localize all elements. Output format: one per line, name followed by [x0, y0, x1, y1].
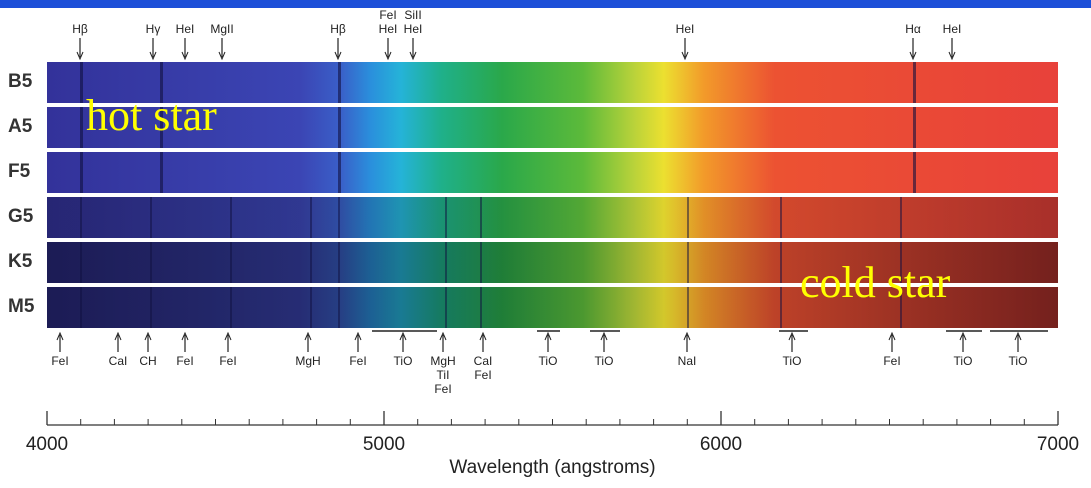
line-label: Hβ — [72, 22, 88, 36]
absorption — [687, 242, 689, 283]
separator — [47, 238, 1058, 242]
class-label: K5 — [8, 251, 33, 272]
absorption — [230, 197, 232, 238]
line-label: FeI — [379, 8, 396, 22]
absorption — [150, 197, 152, 238]
absorption — [80, 287, 82, 328]
absorption — [900, 197, 902, 238]
class-label: M5 — [8, 296, 35, 317]
line-label: MgH — [295, 354, 320, 368]
absorption — [150, 287, 152, 328]
absorption — [780, 197, 782, 238]
line-label: NaI — [678, 354, 697, 368]
line-label: FeI — [883, 354, 900, 368]
class-label: G5 — [8, 206, 34, 227]
line-label: HeI — [176, 22, 195, 36]
line-label: TiO — [1009, 354, 1028, 368]
class-label: A5 — [8, 116, 33, 137]
tick-label: 4000 — [26, 434, 68, 455]
absorption — [338, 152, 341, 193]
absorption — [780, 287, 782, 328]
absorption — [480, 242, 482, 283]
line-label: HeI — [379, 22, 398, 36]
cold-label: cold star — [800, 258, 951, 307]
tick-label: 5000 — [363, 434, 405, 455]
line-label: HeI — [943, 22, 962, 36]
absorption — [338, 242, 340, 283]
line-label: TiO — [394, 354, 413, 368]
separator — [47, 148, 1058, 152]
absorption — [80, 152, 83, 193]
absorption — [230, 287, 232, 328]
line-label: MgII — [210, 22, 233, 36]
separator — [47, 193, 1058, 197]
line-label: FeI — [51, 354, 68, 368]
hot-label: hot star — [86, 91, 217, 140]
absorption — [445, 287, 447, 328]
line-label: HeI — [404, 22, 423, 36]
line-label: CaI — [109, 354, 128, 368]
top-band — [0, 0, 1091, 8]
line-label: CaI — [474, 354, 493, 368]
absorption — [80, 242, 82, 283]
absorption — [150, 242, 152, 283]
line-label: Hβ — [330, 22, 346, 36]
absorption — [338, 107, 341, 148]
absorption — [80, 107, 83, 148]
row-shade — [47, 197, 1058, 238]
line-label: SiII — [404, 8, 421, 22]
absorption — [445, 197, 447, 238]
absorption — [310, 242, 312, 283]
absorption — [80, 197, 82, 238]
absorption — [913, 107, 916, 148]
axis-title: Wavelength (angstroms) — [449, 457, 655, 478]
absorption — [338, 197, 340, 238]
line-label: TiO — [595, 354, 614, 368]
figure: B5A5F5G5K5M5HβHγHeIMgIIHβFeIHeISiIIHeIHe… — [0, 0, 1091, 488]
absorption — [913, 152, 916, 193]
tick-label: 7000 — [1037, 434, 1079, 455]
absorption — [687, 197, 689, 238]
line-label: FeI — [434, 382, 451, 396]
absorption — [310, 287, 312, 328]
class-label: F5 — [8, 161, 31, 182]
line-label: Hγ — [146, 22, 161, 36]
spectrum-row — [47, 152, 1058, 193]
line-label: FeI — [474, 368, 491, 382]
absorption — [480, 197, 482, 238]
line-label: FeI — [349, 354, 366, 368]
line-label: TiI — [437, 368, 450, 382]
absorption — [445, 242, 447, 283]
line-label: TiO — [954, 354, 973, 368]
line-label: CH — [139, 354, 156, 368]
page: B5A5F5G5K5M5HβHγHeIMgIIHβFeIHeISiIIHeIHe… — [0, 0, 1091, 488]
absorption — [913, 62, 916, 103]
absorption — [310, 197, 312, 238]
absorption — [780, 242, 782, 283]
tick-label: 6000 — [700, 434, 742, 455]
class-label: B5 — [8, 71, 33, 92]
line-label: FeI — [219, 354, 236, 368]
line-label: FeI — [176, 354, 193, 368]
line-label: TiO — [539, 354, 558, 368]
absorption — [687, 287, 689, 328]
absorption — [80, 62, 83, 103]
line-label: MgH — [430, 354, 455, 368]
absorption — [338, 287, 340, 328]
absorption — [480, 287, 482, 328]
absorption — [338, 62, 341, 103]
line-label: TiO — [783, 354, 802, 368]
line-label: HeI — [676, 22, 695, 36]
absorption — [160, 152, 163, 193]
absorption — [230, 242, 232, 283]
line-label: Hα — [905, 22, 921, 36]
